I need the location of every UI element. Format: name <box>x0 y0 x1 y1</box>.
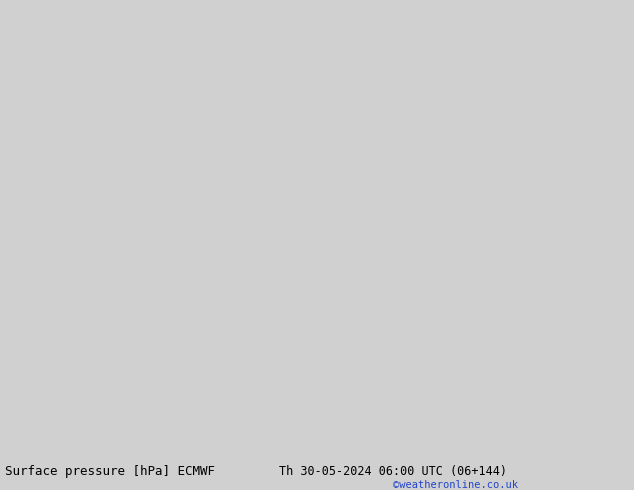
Text: ©weatheronline.co.uk: ©weatheronline.co.uk <box>393 480 518 490</box>
Text: Th 30-05-2024 06:00 UTC (06+144): Th 30-05-2024 06:00 UTC (06+144) <box>279 466 507 478</box>
Text: Surface pressure [hPa] ECMWF: Surface pressure [hPa] ECMWF <box>5 466 215 478</box>
